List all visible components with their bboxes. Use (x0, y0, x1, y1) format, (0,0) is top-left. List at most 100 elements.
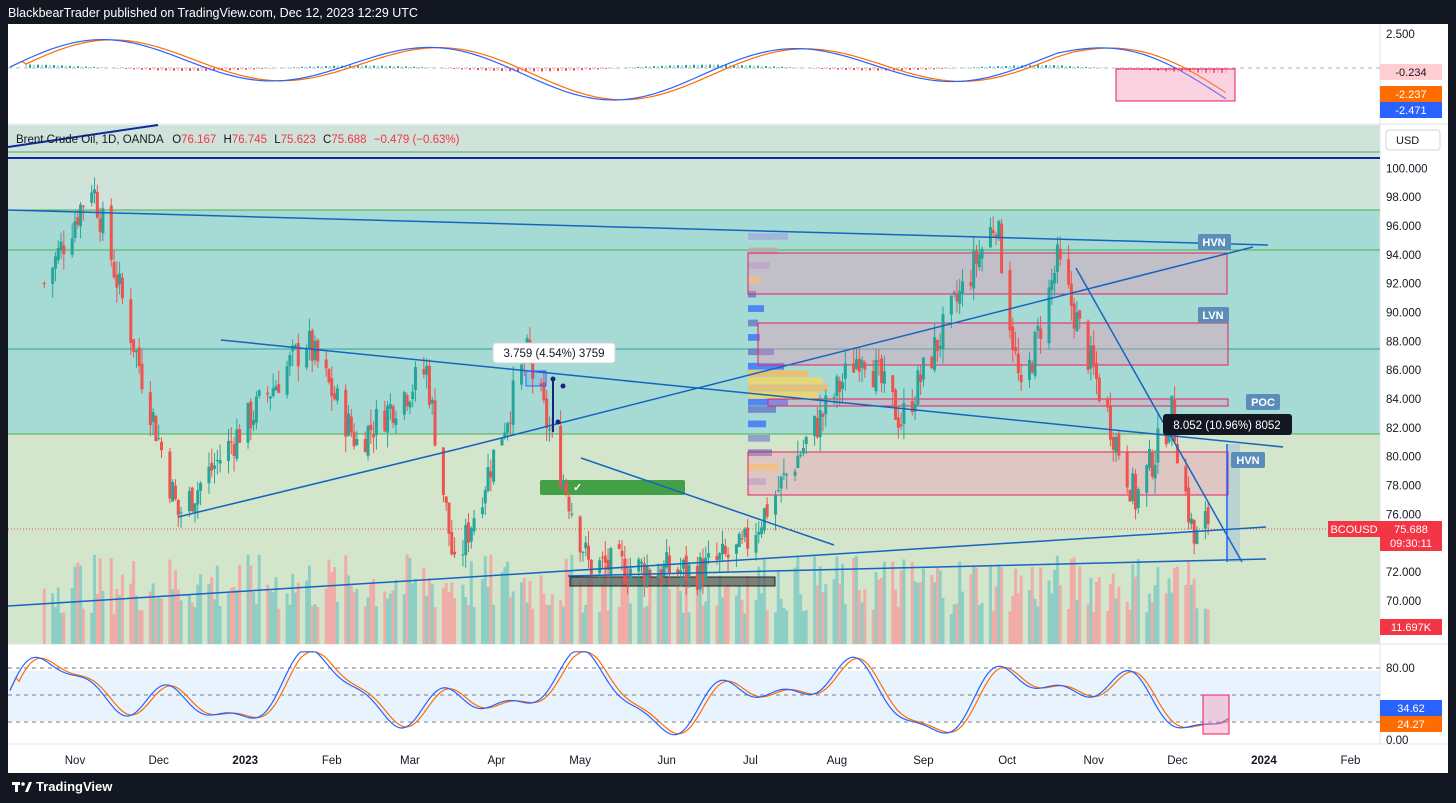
candle-body (765, 504, 769, 517)
y-tick-label: 70.000 (1386, 596, 1421, 608)
volume-bar (896, 606, 900, 644)
volume-bar (215, 565, 219, 644)
macd-histogram-bar (1001, 65, 1003, 68)
macd-histogram-bar (745, 65, 747, 68)
volume-bar (821, 592, 825, 644)
macd-histogram-bar (37, 64, 39, 68)
volume-bar (90, 612, 94, 644)
macd-histogram-bar (29, 64, 31, 68)
candle-body (1114, 436, 1118, 453)
volume-bar (1206, 609, 1210, 644)
macd-histogram-bar (929, 68, 931, 70)
volume-bar (469, 561, 473, 644)
macd-histogram-bar (413, 66, 415, 68)
macd-histogram-bar (233, 68, 235, 71)
stoch-y-tick: 0.00 (1386, 735, 1408, 747)
macd-histogram-bar (309, 66, 311, 68)
candle-body (444, 496, 448, 503)
candle-body (874, 359, 878, 392)
volume-bar (841, 564, 845, 644)
candle-body (411, 391, 415, 400)
y-tick-label: 78.000 (1386, 480, 1421, 492)
volume-bar (743, 613, 747, 644)
macd-histogram-bar (545, 68, 547, 72)
candle-body (190, 487, 194, 512)
volume-bar (120, 574, 124, 644)
chart-svg[interactable]: ✓ HVN LVN (8, 24, 1448, 773)
candle-body (785, 474, 789, 476)
volume-bar (645, 606, 649, 644)
candle-body (441, 447, 445, 496)
trendline-down (1075, 267, 1243, 563)
candle-body (73, 221, 77, 239)
candle-body (598, 560, 602, 574)
candle-body (941, 314, 945, 350)
macd-histogram-bar (693, 64, 695, 68)
volume-bar (740, 600, 744, 644)
volume-bar (486, 587, 490, 644)
candle-body (1111, 436, 1115, 450)
volume-bar (355, 588, 359, 644)
candle-body (687, 564, 691, 576)
candle-body (118, 273, 122, 285)
candle-body (511, 380, 515, 425)
volume-bar (969, 574, 973, 644)
x-tick-label: Apr (487, 755, 505, 767)
volume-bar (1050, 593, 1054, 644)
candle-body (620, 550, 624, 557)
volume-bar (1089, 577, 1093, 644)
candle-body (1117, 433, 1121, 456)
hvn-label-upper[interactable]: HVN (1198, 234, 1231, 250)
candle-body (994, 234, 998, 237)
candle-body (894, 389, 898, 420)
candle-body (285, 366, 289, 395)
candle-body (207, 466, 211, 484)
candle-body (433, 400, 437, 446)
candle-body (824, 395, 828, 414)
candle-body (252, 420, 256, 425)
volume-bar (489, 554, 493, 644)
macd-histogram-bar (501, 68, 503, 72)
candle-body (843, 363, 847, 379)
macd-histogram-bar (365, 65, 367, 68)
volume-bar (606, 610, 610, 644)
zone-check (540, 480, 685, 495)
tradingview-brand: TradingView (36, 779, 113, 794)
macd-histogram-bar (225, 68, 227, 71)
macd-histogram-bar (581, 68, 583, 71)
candle-body (79, 204, 83, 227)
volume-bar (363, 606, 367, 644)
volume-bar (246, 554, 250, 644)
candle-body (268, 396, 272, 399)
volume-bar (157, 597, 161, 644)
volume-bar (882, 561, 886, 644)
macd-histogram-bar (937, 68, 939, 70)
candle-body (293, 344, 297, 347)
volume-bar (835, 556, 839, 644)
candle-body (51, 267, 55, 284)
candle-body (1014, 347, 1018, 352)
volume-bar (793, 567, 797, 644)
volume-bar (394, 579, 398, 644)
volume-bar (383, 591, 387, 644)
candle-body (489, 471, 493, 478)
currency-button[interactable]: USD (1385, 129, 1441, 151)
candle-body (704, 557, 708, 581)
volume-bar (271, 592, 275, 644)
hvn-label-lower[interactable]: HVN (1231, 452, 1265, 468)
volume-bar (720, 597, 724, 644)
volume-bar (480, 578, 484, 644)
volume-profile-row (748, 276, 760, 284)
candle-body (366, 426, 370, 456)
poc-label[interactable]: POC (1246, 394, 1280, 410)
volume-bar (687, 612, 691, 644)
candle-body (277, 384, 281, 393)
volume-bar (187, 594, 191, 644)
macd-histogram-bar (129, 68, 131, 70)
macd-histogram-bar (397, 66, 399, 68)
volume-bar (1134, 576, 1138, 644)
lvn-label[interactable]: LVN (1198, 307, 1229, 323)
candle-body (238, 429, 242, 443)
volume-bar (160, 598, 164, 644)
macd-histogram-bar (1009, 65, 1011, 68)
